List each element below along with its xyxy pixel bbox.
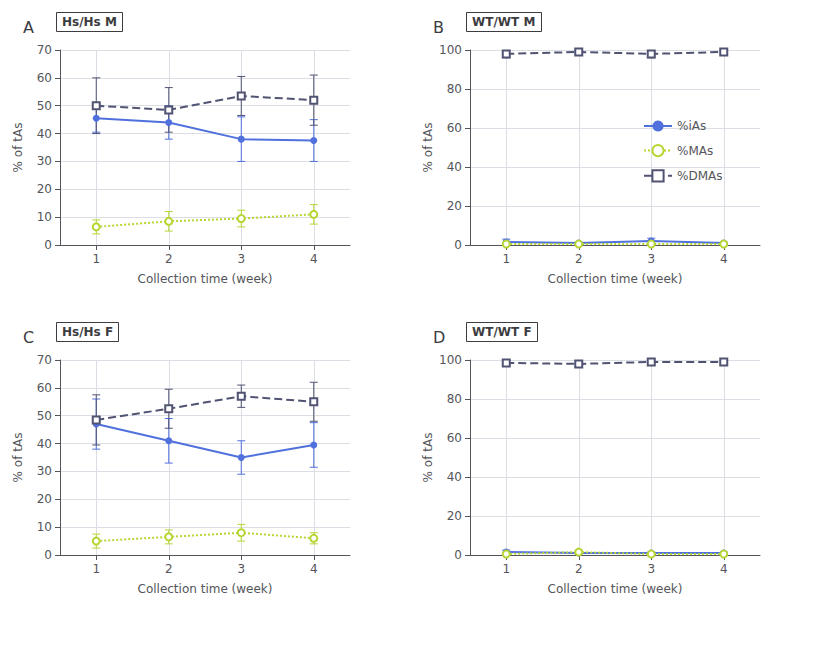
svg-text:% of tAs: % of tAs	[11, 123, 25, 173]
svg-text:40: 40	[37, 127, 52, 141]
svg-text:WT/WT F: WT/WT F	[472, 325, 532, 339]
svg-text:1: 1	[502, 252, 510, 266]
svg-text:0: 0	[44, 548, 52, 562]
svg-text:Collection time (week): Collection time (week)	[548, 272, 683, 286]
svg-text:70: 70	[37, 353, 52, 367]
svg-text:30: 30	[37, 154, 52, 168]
svg-text:80: 80	[447, 82, 462, 96]
svg-text:B: B	[433, 18, 444, 37]
svg-text:20: 20	[447, 199, 462, 213]
svg-text:Hs/Hs F: Hs/Hs F	[62, 325, 113, 339]
svg-text:2: 2	[165, 562, 173, 576]
svg-text:60: 60	[447, 431, 462, 445]
svg-text:0: 0	[454, 238, 462, 252]
svg-text:40: 40	[447, 160, 462, 174]
svg-text:Hs/Hs M: Hs/Hs M	[62, 15, 117, 29]
svg-text:A: A	[23, 18, 34, 37]
svg-text:C: C	[23, 328, 34, 347]
svg-text:1: 1	[92, 562, 100, 576]
svg-text:100: 100	[439, 43, 462, 57]
svg-text:60: 60	[37, 381, 52, 395]
svg-text:2: 2	[165, 252, 173, 266]
svg-text:% of tAs: % of tAs	[421, 433, 435, 483]
svg-text:20: 20	[37, 492, 52, 506]
svg-text:10: 10	[37, 520, 52, 534]
svg-text:WT/WT M: WT/WT M	[472, 15, 535, 29]
svg-text:70: 70	[37, 43, 52, 57]
svg-text:50: 50	[37, 409, 52, 423]
svg-text:40: 40	[447, 470, 462, 484]
svg-text:30: 30	[37, 464, 52, 478]
svg-text:3: 3	[647, 252, 655, 266]
svg-text:60: 60	[447, 121, 462, 135]
svg-text:3: 3	[647, 562, 655, 576]
svg-text:%MAs: %MAs	[677, 144, 713, 158]
svg-text:40: 40	[37, 437, 52, 451]
svg-text:100: 100	[439, 353, 462, 367]
svg-text:10: 10	[37, 210, 52, 224]
svg-text:4: 4	[720, 252, 728, 266]
svg-text:4: 4	[720, 562, 728, 576]
svg-text:80: 80	[447, 392, 462, 406]
svg-text:Collection time (week): Collection time (week)	[138, 272, 273, 286]
svg-text:2: 2	[575, 252, 583, 266]
svg-text:1: 1	[92, 252, 100, 266]
svg-text:4: 4	[310, 562, 318, 576]
svg-text:20: 20	[447, 509, 462, 523]
svg-text:20: 20	[37, 182, 52, 196]
svg-text:0: 0	[454, 548, 462, 562]
svg-text:3: 3	[237, 252, 245, 266]
svg-text:% of tAs: % of tAs	[421, 123, 435, 173]
svg-text:2: 2	[575, 562, 583, 576]
svg-text:3: 3	[237, 562, 245, 576]
svg-text:60: 60	[37, 71, 52, 85]
svg-text:4: 4	[310, 252, 318, 266]
svg-text:D: D	[433, 328, 445, 347]
svg-text:% of tAs: % of tAs	[11, 433, 25, 483]
svg-text:%iAs: %iAs	[677, 119, 706, 133]
svg-text:Collection time (week): Collection time (week)	[548, 582, 683, 596]
svg-text:1: 1	[502, 562, 510, 576]
svg-text:Collection time (week): Collection time (week)	[138, 582, 273, 596]
svg-text:50: 50	[37, 99, 52, 113]
svg-text:0: 0	[44, 238, 52, 252]
svg-text:%DMAs: %DMAs	[677, 169, 722, 183]
